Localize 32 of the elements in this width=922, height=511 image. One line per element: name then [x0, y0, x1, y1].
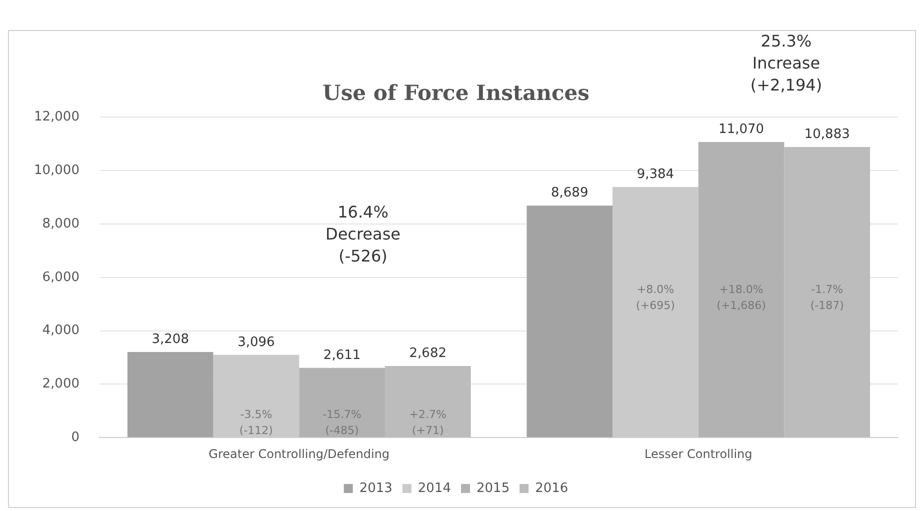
data-label: 2,682 [409, 346, 446, 361]
bar [526, 206, 613, 438]
y-tick-label: 4,000 [42, 323, 80, 338]
legend-label: 2014 [418, 480, 452, 496]
y-tick-label: 12,000 [34, 110, 80, 125]
annotation: +8.0% (+695) [636, 283, 675, 312]
y-tick-label: 0 [71, 430, 80, 445]
y-tick-label: 10,000 [34, 162, 80, 178]
x-tick-label: Greater Controlling/Defending [208, 446, 390, 461]
data-label: 9,384 [636, 166, 674, 182]
legend-label: 2013 [359, 480, 392, 496]
y-tick-label: 8,000 [42, 216, 80, 232]
text: 25.3% Increase (+2,194) [750, 32, 822, 95]
y-tick-label: 6,000 [42, 270, 80, 285]
x-tick-label: Lesser Controlling [644, 446, 752, 461]
data-label: 11,070 [718, 122, 764, 137]
chart-title: Use of Force Instances [322, 80, 590, 106]
annotation: -1.7% (-187) [810, 283, 844, 312]
annotation: +2.7% (+71) [409, 408, 446, 438]
bar [127, 352, 214, 438]
data-label: 3,208 [152, 332, 189, 347]
data-label: 8,689 [551, 185, 588, 200]
annotation: 16.4% Decrease (-526) [325, 202, 401, 266]
data-label: 10,883 [804, 126, 850, 142]
y-tick-label: 2,000 [42, 376, 80, 392]
annotation: -15.7% (-485) [322, 408, 362, 438]
data-label: 3,096 [238, 334, 275, 350]
legend-label: 2015 [476, 480, 510, 496]
annotation: +18.0% (+1,686) [716, 283, 766, 312]
data-label: 2,611 [323, 348, 361, 363]
annotation: -3.5% (-112) [239, 408, 273, 438]
legend-label: 2016 [535, 480, 568, 496]
